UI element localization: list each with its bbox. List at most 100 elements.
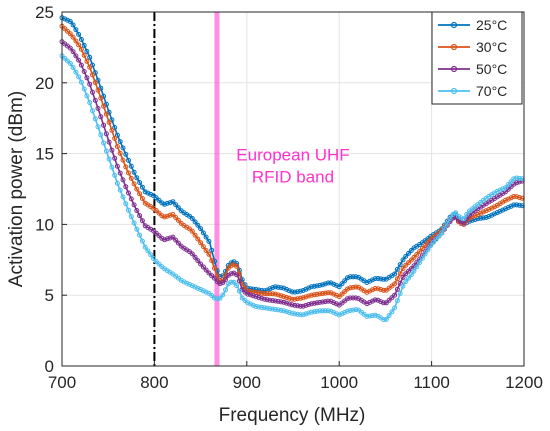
data-point [272, 284, 278, 290]
data-point [419, 246, 425, 251]
data-point [156, 233, 162, 239]
data-point [303, 302, 309, 308]
data-point [345, 308, 350, 314]
data-point [62, 26, 68, 32]
data-point [84, 75, 90, 81]
data-point [392, 281, 398, 287]
data-point [314, 283, 320, 289]
data-point [117, 187, 123, 193]
data-point [87, 54, 93, 60]
data-point [78, 46, 84, 52]
data-point [137, 232, 143, 238]
data-point [400, 266, 406, 272]
data-point [328, 308, 334, 314]
data-point [309, 309, 314, 315]
data-point [353, 307, 359, 313]
data-point [328, 290, 334, 296]
data-point [126, 207, 131, 213]
data-point [325, 308, 331, 314]
data-point [309, 292, 314, 298]
data-point [198, 240, 204, 246]
data-point [275, 298, 281, 304]
data-point [67, 31, 73, 37]
data-point [84, 48, 90, 54]
data-point [95, 105, 101, 111]
data-point [175, 240, 181, 246]
data-point [347, 285, 353, 291]
data-point [256, 287, 262, 293]
data-point [209, 258, 215, 264]
data-point [220, 280, 226, 286]
data-point [311, 283, 317, 289]
data-point [516, 195, 522, 200]
legend-label: 50°C [476, 61, 507, 77]
data-point [306, 293, 312, 299]
data-point [503, 197, 508, 203]
data-point [397, 271, 403, 277]
series-layer [59, 15, 525, 323]
data-point [381, 287, 387, 293]
data-point [297, 303, 303, 309]
data-point [383, 300, 389, 306]
data-point [514, 175, 520, 181]
data-point [311, 292, 317, 298]
data-point [322, 281, 328, 287]
data-point [278, 285, 284, 291]
data-point [350, 295, 356, 301]
data-point [142, 189, 148, 195]
data-point [419, 255, 425, 261]
data-point [286, 310, 292, 315]
data-point [483, 208, 489, 214]
data-point [65, 28, 70, 34]
data-point [297, 295, 303, 301]
data-point [317, 291, 323, 297]
data-point [325, 298, 331, 304]
data-point [103, 148, 109, 154]
data-point [317, 308, 323, 314]
data-point [128, 214, 134, 220]
data-point [209, 273, 215, 279]
data-point [123, 164, 129, 170]
data-point [250, 293, 256, 299]
data-point [126, 170, 131, 176]
data-point [444, 220, 450, 226]
series-2 [59, 39, 525, 309]
data-point [406, 260, 411, 266]
data-point [95, 87, 101, 93]
data-point [128, 196, 134, 202]
data-point [286, 288, 292, 294]
data-point [123, 151, 129, 157]
data-point [408, 257, 414, 263]
data-point [489, 205, 495, 211]
annotation-text: European UHF [236, 146, 349, 165]
data-point [350, 284, 356, 290]
data-point [394, 286, 400, 292]
data-point [411, 254, 417, 260]
data-point [514, 180, 520, 186]
data-point [192, 254, 198, 260]
data-point [156, 197, 162, 203]
data-point [123, 201, 129, 207]
annotation-text: RFID band [252, 168, 334, 187]
data-point [414, 251, 420, 257]
data-point [228, 279, 234, 285]
data-point [78, 37, 84, 42]
data-point [295, 311, 301, 317]
data-point [430, 239, 436, 245]
data-point [284, 309, 289, 315]
data-point [333, 301, 339, 307]
data-point [367, 299, 373, 305]
data-point [73, 53, 79, 59]
data-point [392, 271, 398, 277]
axis-ticks: 700 800 900 1000 1100 1200 0 5 10 15 20 25 [35, 3, 543, 392]
data-point [270, 298, 276, 304]
y-tick-label: 0 [45, 357, 54, 376]
data-point [272, 298, 278, 304]
data-point [342, 278, 348, 284]
data-point [333, 311, 339, 317]
data-point [245, 288, 251, 294]
data-point [228, 271, 234, 277]
data-point [303, 286, 309, 292]
data-point [320, 299, 326, 305]
data-point [422, 251, 428, 257]
